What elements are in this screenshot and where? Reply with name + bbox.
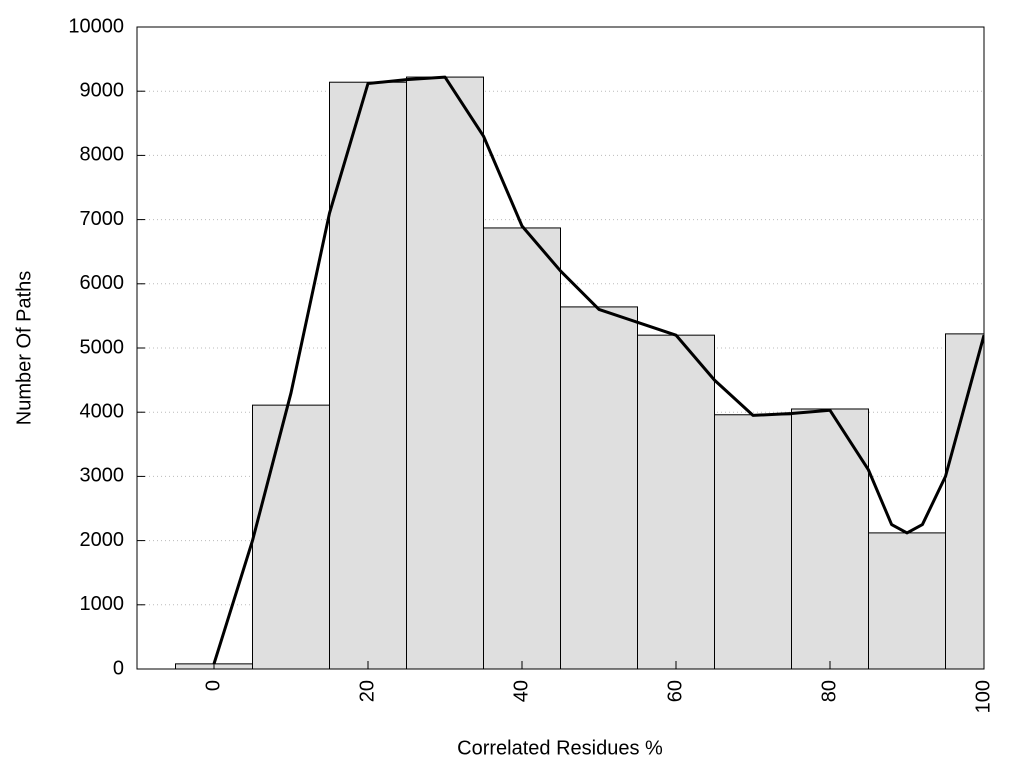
bar [637, 334, 715, 669]
y-tick-label: 0 [113, 657, 124, 679]
y-tick-label: 3000 [80, 465, 125, 487]
bar [868, 532, 946, 669]
y-tick-label: 10000 [68, 15, 124, 37]
x-tick-label: 0 [202, 680, 224, 691]
plot-area [137, 27, 984, 669]
trend-curve [212, 75, 984, 665]
y-tick-label: 4000 [80, 400, 125, 422]
x-tick-label: 40 [510, 680, 532, 702]
y-tick-label: 6000 [80, 272, 125, 294]
bar [483, 227, 561, 669]
bar [791, 408, 869, 669]
x-tick-label: 80 [818, 680, 840, 702]
bar [252, 404, 330, 669]
y-tick-label: 2000 [80, 529, 125, 551]
bar [945, 333, 984, 669]
y-tick-label: 8000 [80, 144, 125, 166]
bar [714, 414, 792, 669]
x-tick-label: 100 [972, 680, 994, 713]
y-axis-label: Number Of Paths [13, 271, 35, 426]
y-tick-label: 9000 [80, 79, 125, 101]
bar [406, 76, 484, 669]
x-tick-label: 60 [664, 680, 686, 702]
y-tick-label: 7000 [80, 208, 125, 230]
y-tick-label: 1000 [80, 593, 125, 615]
bar [560, 306, 638, 669]
x-axis-label: Correlated Residues % [457, 737, 663, 759]
x-tick-label: 20 [356, 680, 378, 702]
y-tick-label: 5000 [80, 336, 125, 358]
